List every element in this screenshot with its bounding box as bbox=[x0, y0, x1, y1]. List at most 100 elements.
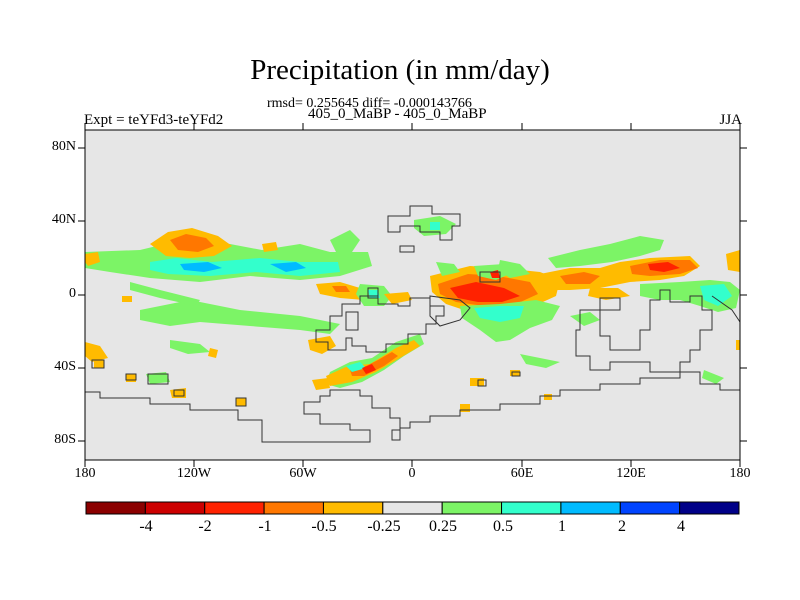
plot-title: Precipitation (in mm/day) bbox=[250, 54, 550, 86]
contour-fill bbox=[700, 284, 732, 306]
contour-fill bbox=[180, 262, 222, 272]
landmass-outline bbox=[367, 287, 379, 299]
contour-fill bbox=[384, 292, 412, 304]
landmass-outline bbox=[173, 389, 185, 397]
map-background bbox=[85, 130, 740, 460]
coastlines bbox=[85, 205, 741, 443]
landmass-outline bbox=[235, 397, 247, 407]
experiment-period-label: 405_0_MaBP - 405_0_MaBP bbox=[308, 106, 487, 122]
x-tick-label: 180 bbox=[729, 466, 751, 481]
contour-fill bbox=[702, 370, 724, 384]
colorbar-swatch bbox=[263, 501, 324, 515]
contour-fill bbox=[588, 288, 630, 300]
landmass-outline bbox=[479, 271, 501, 283]
colorbar-label: 4 bbox=[677, 518, 685, 535]
x-tick-label: 60W bbox=[289, 466, 317, 481]
contour-fill bbox=[312, 378, 330, 390]
season-label: JJA bbox=[719, 112, 742, 128]
colorbar-label: -0.5 bbox=[311, 518, 337, 535]
contour-fill bbox=[362, 364, 376, 374]
x-tick-label: 120W bbox=[176, 466, 212, 481]
colorbar-label: -4 bbox=[139, 518, 153, 535]
contour-fill bbox=[548, 236, 664, 268]
landmass-outline bbox=[399, 245, 415, 253]
contour-fill bbox=[570, 312, 600, 326]
landmass-outline bbox=[125, 373, 137, 381]
contour-fill bbox=[236, 398, 246, 406]
colorbar-swatch bbox=[322, 501, 384, 515]
colorbar-label: 2 bbox=[618, 518, 626, 535]
landmass-outline bbox=[511, 371, 521, 377]
landmass-outline bbox=[91, 359, 105, 369]
contour-fill bbox=[94, 360, 104, 368]
y-axis-ticks bbox=[78, 147, 747, 442]
contour-fill bbox=[262, 242, 278, 252]
landmass-outline bbox=[315, 295, 445, 353]
plot-subtitle: rmsd= 0.255645 diff= -0.000143766 bbox=[267, 96, 472, 111]
contour-fill bbox=[85, 342, 108, 362]
contour-fill bbox=[346, 362, 366, 372]
landmass-outline bbox=[85, 371, 740, 443]
contour-fill bbox=[122, 296, 132, 302]
x-tick-label: 120E bbox=[616, 466, 646, 481]
colorbar-label: -2 bbox=[198, 518, 212, 535]
landmass-outline bbox=[387, 205, 461, 241]
contour-fill bbox=[126, 374, 136, 382]
contour-fill bbox=[330, 230, 360, 252]
y-tick-label: 40S bbox=[54, 359, 76, 374]
colorbar-swatch bbox=[501, 501, 562, 515]
contour-fill bbox=[474, 306, 524, 322]
y-tick-label: 80N bbox=[51, 139, 76, 154]
contour-fill bbox=[332, 286, 350, 292]
x-tick-label: 60E bbox=[510, 466, 534, 481]
contour-fill bbox=[726, 250, 740, 272]
contour-fill bbox=[146, 372, 170, 384]
contour-fill bbox=[430, 222, 440, 230]
contour-fill bbox=[170, 234, 214, 252]
colorbar-swatch bbox=[560, 501, 621, 515]
contour-fill bbox=[648, 262, 680, 272]
contour-fill bbox=[460, 404, 470, 412]
colorbar-label: -1 bbox=[258, 518, 272, 535]
contour-fill bbox=[140, 300, 340, 334]
landmass-outline bbox=[429, 295, 471, 327]
colorbar-label: 1 bbox=[558, 518, 566, 535]
contour-fill bbox=[436, 262, 460, 276]
colorbar-swatch bbox=[619, 501, 681, 515]
contour-fill bbox=[544, 394, 552, 400]
colorbar-label: 0.5 bbox=[493, 518, 513, 535]
colorbar-label: 0.25 bbox=[429, 518, 457, 535]
y-tick-label: 40N bbox=[51, 212, 76, 227]
landmass-outline bbox=[477, 379, 487, 387]
contour-fill bbox=[470, 378, 484, 386]
precip-anomaly-field bbox=[85, 216, 740, 412]
contour-fill bbox=[450, 282, 520, 302]
colorbar-swatch bbox=[85, 501, 146, 515]
landmass-outline bbox=[147, 373, 169, 385]
colorbar-label: -0.25 bbox=[367, 518, 401, 535]
colorbar-swatch bbox=[441, 501, 503, 515]
landmass-outline bbox=[345, 311, 359, 331]
contour-fill bbox=[130, 282, 200, 306]
contour-fill bbox=[520, 354, 560, 368]
x-tick-label: 180 bbox=[74, 466, 96, 481]
colorbar-swatch bbox=[144, 501, 206, 515]
colorbar-swatch bbox=[204, 501, 265, 515]
landmass-outline bbox=[599, 297, 621, 311]
contour-fill bbox=[350, 352, 398, 376]
contour-fill bbox=[208, 348, 218, 358]
colorbar-swatch bbox=[382, 501, 443, 515]
experiment-label: Expt = teYFd3-teYFd2 bbox=[84, 112, 224, 128]
colorbar bbox=[85, 501, 740, 515]
contour-fill bbox=[85, 252, 100, 266]
contour-fill bbox=[560, 272, 600, 284]
y-tick-label: 0 bbox=[69, 286, 76, 301]
x-tick-label: 0 bbox=[408, 466, 416, 481]
contour-fill bbox=[736, 340, 740, 350]
contour-fill bbox=[170, 340, 210, 354]
colorbar-swatch bbox=[679, 501, 740, 515]
x-axis-ticks bbox=[84, 123, 741, 467]
landmass-outline bbox=[575, 289, 713, 373]
y-tick-label: 80S bbox=[54, 432, 76, 447]
